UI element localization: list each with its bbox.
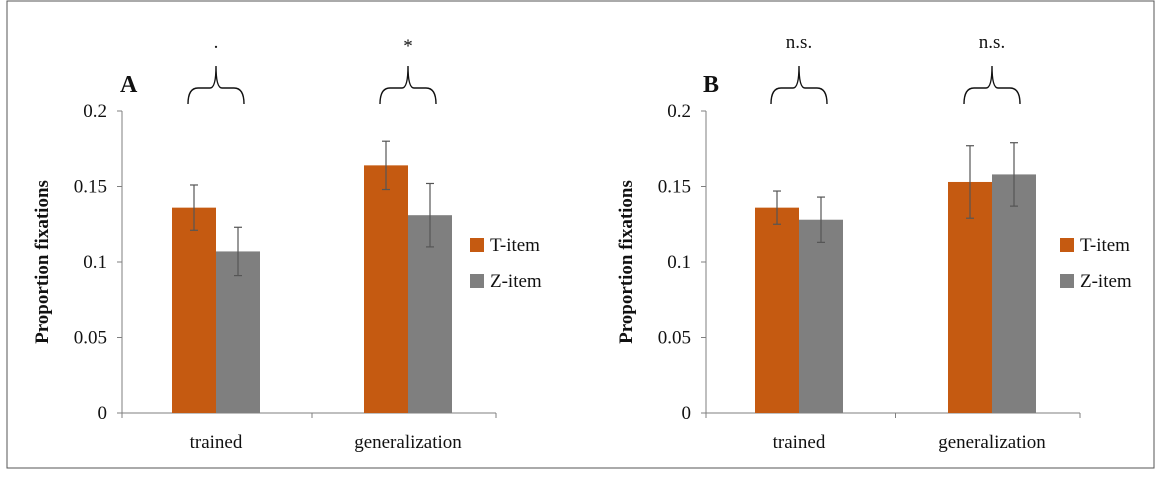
- legend-label: T-item: [490, 235, 540, 256]
- bar-z-item-trained: [216, 251, 260, 413]
- bar-t-item-trained: [172, 207, 216, 413]
- y-tick-label: 0.1: [83, 252, 107, 273]
- significance-brace: [963, 65, 1021, 105]
- bar-z-item-generalization: [992, 174, 1036, 413]
- bar-z-item-trained: [799, 219, 843, 413]
- panel-label: A: [120, 72, 138, 98]
- y-tick-label: 0.15: [658, 177, 691, 198]
- legend-swatch-t-item: [470, 238, 484, 252]
- y-tick-label: 0.05: [74, 328, 107, 349]
- y-tick-label: 0.2: [83, 101, 107, 122]
- legend-swatch-z-item: [470, 274, 484, 288]
- bar-z-item-generalization: [408, 215, 452, 413]
- panel-label: B: [703, 72, 719, 98]
- bar-t-item-trained: [755, 207, 799, 413]
- bar-t-item-generalization: [948, 181, 992, 413]
- significance-brace: [187, 65, 245, 105]
- significance-label: n.s.: [786, 32, 812, 53]
- x-tick-label: generalization: [938, 432, 1046, 453]
- y-axis-label: Proportion fixations: [32, 180, 53, 344]
- y-tick-label: 0: [98, 403, 108, 424]
- significance-label: n.s.: [979, 32, 1005, 53]
- y-tick-label: 0.15: [74, 177, 107, 198]
- y-tick-label: 0.1: [667, 252, 691, 273]
- x-tick-label: trained: [190, 432, 243, 453]
- legend-swatch-t-item: [1060, 238, 1074, 252]
- y-tick-label: 0: [682, 403, 692, 424]
- y-tick-label: 0.05: [658, 328, 691, 349]
- legend-label: Z-item: [1080, 271, 1132, 292]
- legend-label: Z-item: [490, 271, 542, 292]
- y-tick-label: 0.2: [667, 101, 691, 122]
- significance-label: .: [214, 32, 219, 53]
- significance-label: *: [403, 36, 413, 57]
- significance-brace: [379, 65, 437, 105]
- x-tick-label: trained: [773, 432, 826, 453]
- bar-t-item-generalization: [364, 165, 408, 413]
- y-axis-label: Proportion fixations: [616, 180, 637, 344]
- legend-swatch-z-item: [1060, 274, 1074, 288]
- x-tick-label: generalization: [354, 432, 462, 453]
- significance-brace: [770, 65, 828, 105]
- legend-label: T-item: [1080, 235, 1130, 256]
